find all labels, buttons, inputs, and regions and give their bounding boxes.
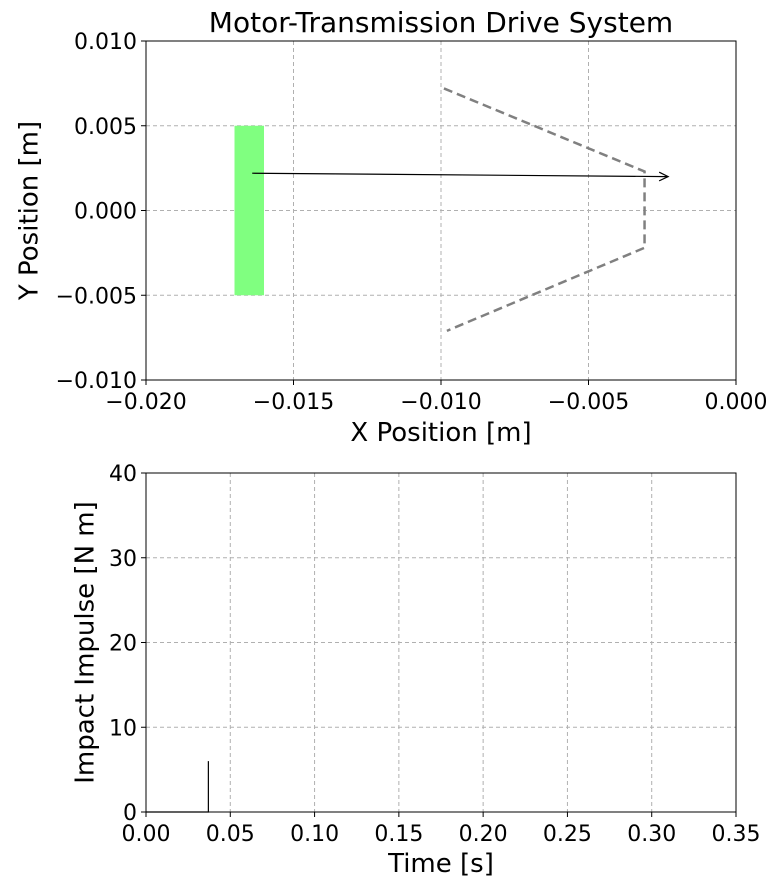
y-tick-label: 20 bbox=[109, 632, 137, 657]
y-axis-label: Y Position [m] bbox=[15, 121, 45, 301]
position-chart-ticks: −0.020 −0.015 −0.010 −0.005 0.000 −0.010 −0.00… bbox=[56, 30, 768, 415]
x-tick-label: 0.00 bbox=[122, 822, 171, 847]
x-axis-label: X Position [m] bbox=[350, 418, 531, 448]
x-tick-label: 0.000 bbox=[705, 390, 768, 415]
y-tick-label: 0.000 bbox=[74, 200, 137, 225]
impulse-chart: 0.00 0.05 0.10 0.15 0.20 0.25 0.30 0.35 0 10 20 30 4… bbox=[71, 462, 761, 879]
y-tick-label: −0.005 bbox=[56, 284, 137, 309]
y-tick-label: 0 bbox=[123, 801, 137, 826]
x-tick-label: −0.010 bbox=[400, 390, 481, 415]
y-axis-label: Impact Impulse [N m] bbox=[71, 501, 101, 784]
y-tick-label: 0.010 bbox=[74, 30, 137, 55]
chart-title: Motor-Transmission Drive System bbox=[209, 6, 673, 39]
y-tick-label: 0.005 bbox=[74, 115, 137, 140]
x-tick-label: −0.020 bbox=[105, 390, 186, 415]
position-chart-data bbox=[234, 87, 670, 332]
x-tick-label: 0.15 bbox=[374, 822, 423, 847]
position-chart: −0.020 −0.015 −0.010 −0.005 0.000 −0.010 −0.00… bbox=[15, 6, 768, 448]
y-tick-label: 30 bbox=[109, 547, 137, 572]
x-tick-label: 0.10 bbox=[290, 822, 339, 847]
x-tick-label: −0.015 bbox=[253, 390, 334, 415]
x-axis-label: Time [s] bbox=[387, 849, 494, 879]
block-rect bbox=[234, 125, 264, 296]
impulse-chart-grid bbox=[146, 473, 736, 812]
x-tick-label: 0.20 bbox=[459, 822, 508, 847]
x-tick-label: −0.005 bbox=[548, 390, 629, 415]
y-tick-label: 40 bbox=[109, 462, 137, 487]
x-tick-label: 0.25 bbox=[543, 822, 592, 847]
y-tick-label: 10 bbox=[109, 716, 137, 741]
x-tick-label: 0.35 bbox=[712, 822, 761, 847]
impulse-chart-ticks: 0.00 0.05 0.10 0.15 0.20 0.25 0.30 0.35 0 10 20 30 4… bbox=[109, 462, 760, 847]
x-tick-label: 0.05 bbox=[206, 822, 255, 847]
x-tick-label: 0.30 bbox=[627, 822, 676, 847]
guide-path-line bbox=[443, 87, 646, 332]
impulse-chart-data bbox=[146, 761, 209, 813]
arrow-head bbox=[658, 171, 670, 182]
y-tick-label: −0.010 bbox=[56, 369, 137, 394]
arrow-line bbox=[252, 172, 669, 178]
series-line bbox=[146, 761, 209, 813]
